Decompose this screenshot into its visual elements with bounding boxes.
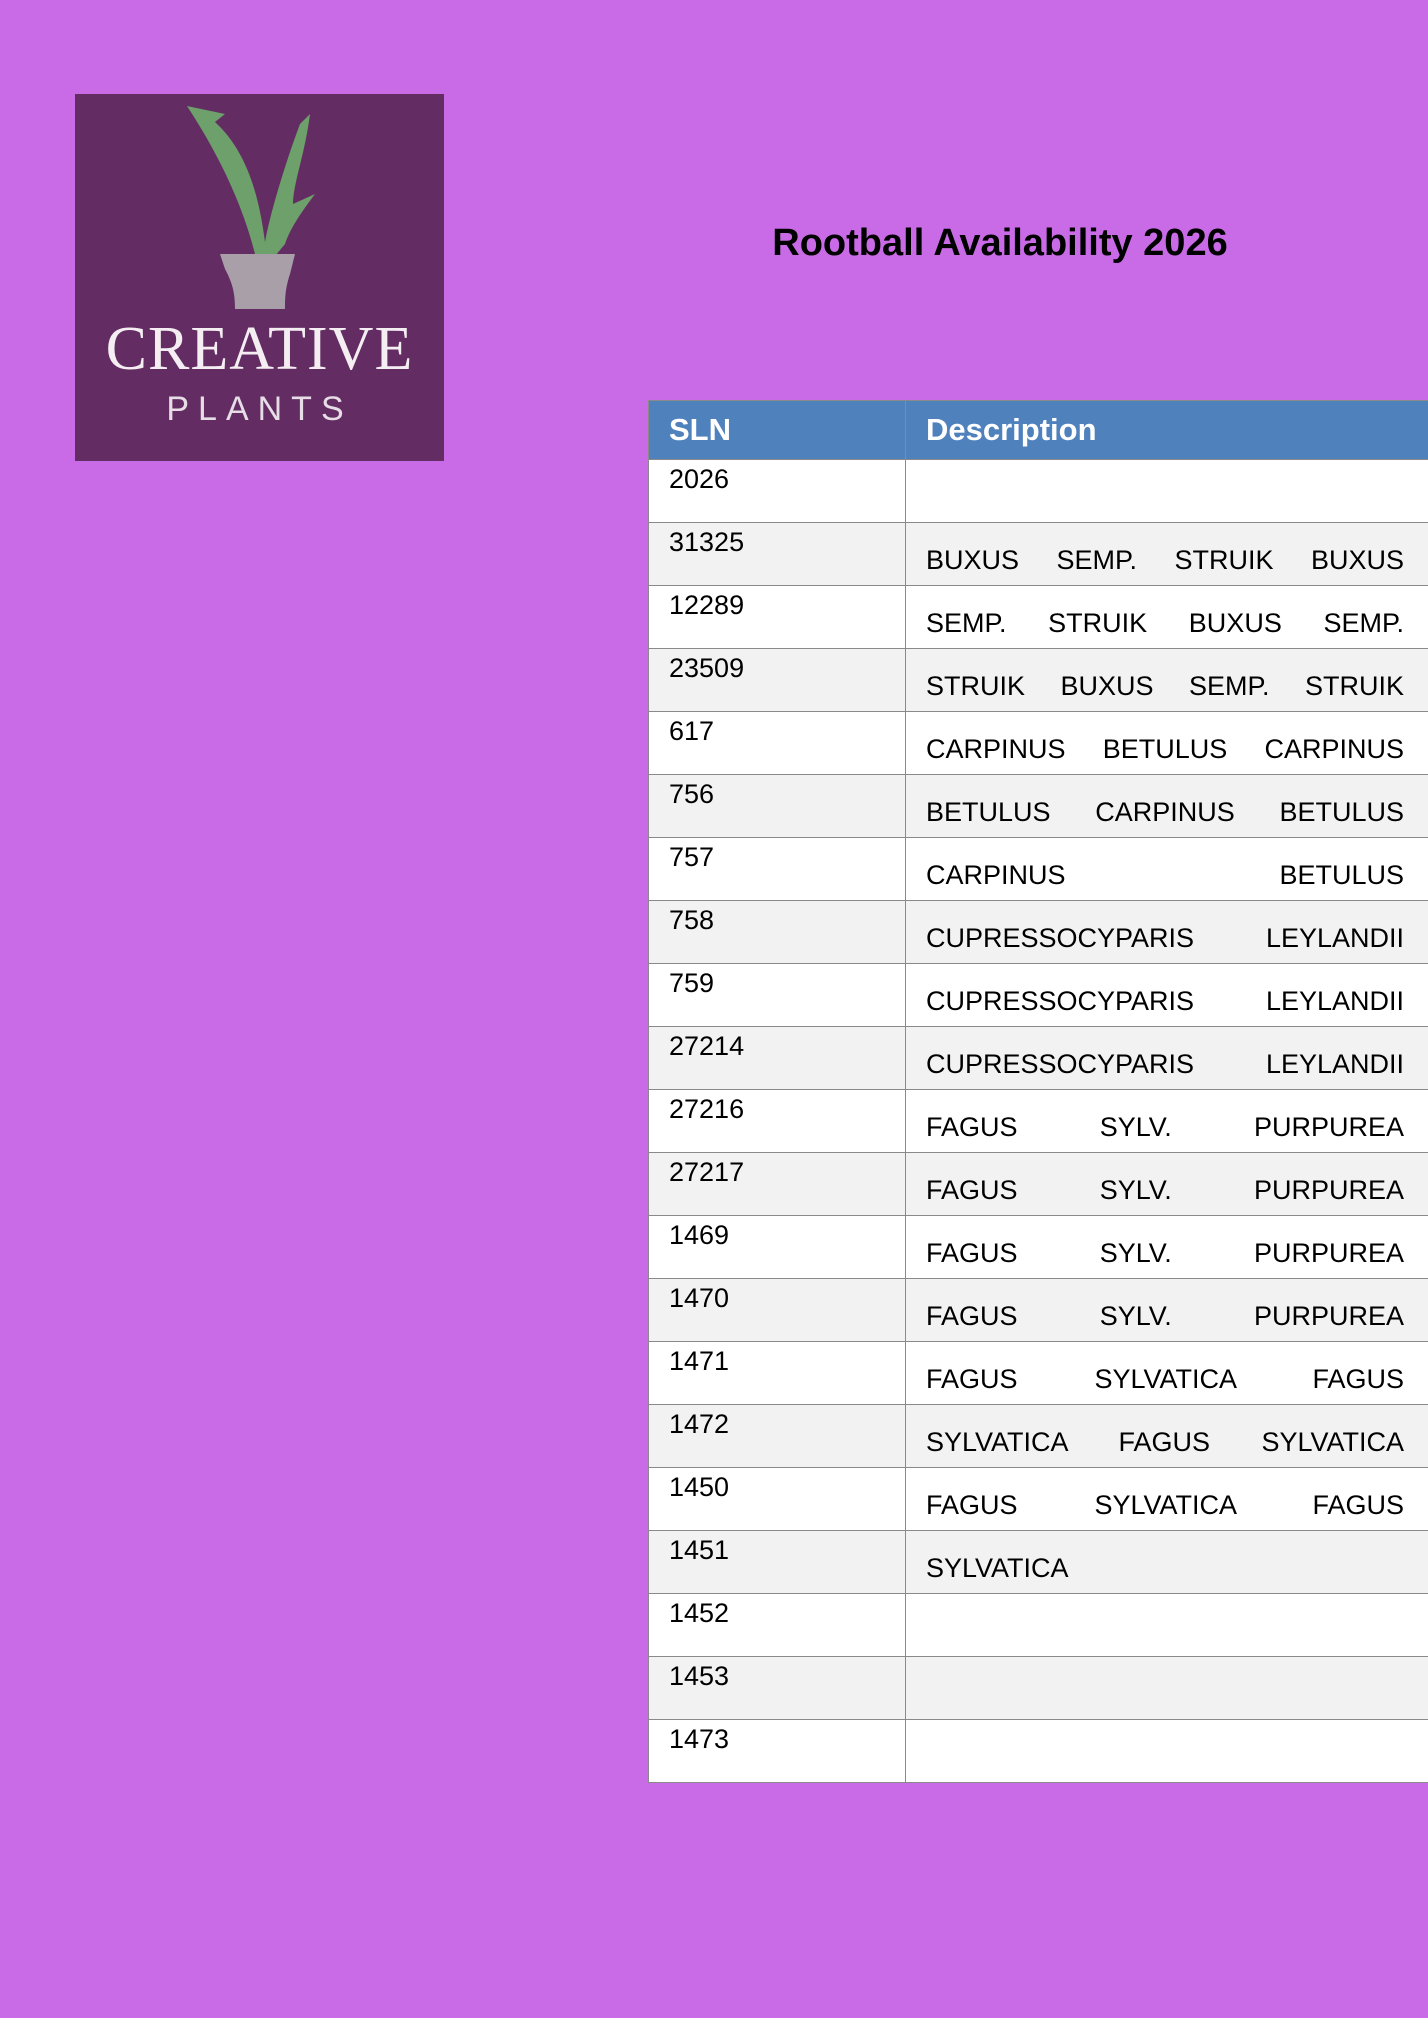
description-text: STRUIK BUXUS SEMP. STRUIK: [926, 671, 1404, 701]
description-cell: SYLVATICA FAGUS SYLVATICA: [905, 1404, 1428, 1468]
table-row: 23509 STRUIK BUXUS SEMP. STRUIK: [648, 648, 1428, 712]
description-text: FAGUS SYLV. PURPUREA: [926, 1175, 1404, 1205]
description-cell: [905, 459, 1428, 523]
sln-cell: 757: [648, 837, 906, 901]
description-text: [926, 1657, 1404, 1679]
table-row: 1451 SYLVATICA: [648, 1530, 1428, 1594]
sln-cell: 1469: [648, 1215, 906, 1279]
sln-cell: 1471: [648, 1341, 906, 1405]
description-text: FAGUS SYLV. PURPUREA: [926, 1238, 1404, 1268]
logo-text-plants: PLANTS: [166, 390, 353, 428]
sln-cell: 1472: [648, 1404, 906, 1468]
description-cell: FAGUS SYLVATICA FAGUS: [905, 1467, 1428, 1531]
table-row: 1471 FAGUS SYLVATICA FAGUS: [648, 1341, 1428, 1405]
description-text: SYLVATICA: [926, 1553, 1069, 1583]
description-text: CUPRESSOCYPARIS LEYLANDII: [926, 986, 1404, 1016]
column-header-description: Description: [905, 400, 1428, 460]
description-cell: [905, 1719, 1428, 1783]
page-title: Rootball Availability 2026: [772, 222, 1228, 264]
description-text: BUXUS SEMP. STRUIK BUXUS: [926, 545, 1404, 575]
plant-pot-icon: [187, 106, 315, 309]
description-text: FAGUS SYLVATICA FAGUS: [926, 1364, 1404, 1394]
sln-cell: 759: [648, 963, 906, 1027]
table-row: 27217 FAGUS SYLV. PURPUREA: [648, 1152, 1428, 1216]
description-text: FAGUS SYLV. PURPUREA: [926, 1112, 1404, 1142]
sln-cell: 756: [648, 774, 906, 838]
sln-cell: 1470: [648, 1278, 906, 1342]
description-text: CUPRESSOCYPARIS LEYLANDII: [926, 923, 1404, 953]
description-text: [926, 460, 1404, 482]
description-text: CARPINUS BETULUS CARPINUS: [926, 734, 1404, 764]
description-cell: SYLVATICA: [905, 1530, 1428, 1594]
description-cell: FAGUS SYLV. PURPUREA: [905, 1215, 1428, 1279]
table-row: 1473: [648, 1719, 1428, 1783]
description-cell: [905, 1593, 1428, 1657]
description-cell: FAGUS SYLV. PURPUREA: [905, 1089, 1428, 1153]
description-text: FAGUS SYLV. PURPUREA: [926, 1301, 1404, 1331]
sln-cell: 27217: [648, 1152, 906, 1216]
description-text: FAGUS SYLVATICA FAGUS: [926, 1490, 1404, 1520]
description-text: CUPRESSOCYPARIS LEYLANDII: [926, 1049, 1404, 1079]
sln-cell: 31325: [648, 522, 906, 586]
description-cell: FAGUS SYLV. PURPUREA: [905, 1278, 1428, 1342]
creative-plants-logo: CREATIVE PLANTS: [75, 94, 444, 461]
description-text: [926, 1594, 1404, 1616]
description-text: [926, 1720, 1404, 1742]
table-row: 31325 BUXUS SEMP. STRUIK BUXUS: [648, 522, 1428, 586]
sln-cell: 758: [648, 900, 906, 964]
sln-cell: 1473: [648, 1719, 906, 1783]
description-text: BETULUS CARPINUS BETULUS: [926, 797, 1404, 827]
table-row: 1452: [648, 1593, 1428, 1657]
table-row: 2026: [648, 459, 1428, 523]
description-cell: CUPRESSOCYPARIS LEYLANDII: [905, 1026, 1428, 1090]
table-row: 1472 SYLVATICA FAGUS SYLVATICA: [648, 1404, 1428, 1468]
table-row: 756 BETULUS CARPINUS BETULUS: [648, 774, 1428, 838]
sln-cell: 617: [648, 711, 906, 775]
table-row: 1450 FAGUS SYLVATICA FAGUS: [648, 1467, 1428, 1531]
description-text: SYLVATICA FAGUS SYLVATICA: [926, 1427, 1404, 1457]
description-cell: SEMP. STRUIK BUXUS SEMP.: [905, 585, 1428, 649]
sln-cell: 1450: [648, 1467, 906, 1531]
description-cell: FAGUS SYLV. PURPUREA: [905, 1152, 1428, 1216]
table-row: 1469 FAGUS SYLV. PURPUREA: [648, 1215, 1428, 1279]
table-header-row: SLN Description: [648, 400, 1428, 460]
description-text: SEMP. STRUIK BUXUS SEMP.: [926, 608, 1404, 638]
sln-cell: 1452: [648, 1593, 906, 1657]
table-row: 758 CUPRESSOCYPARIS LEYLANDII: [648, 900, 1428, 964]
description-cell: CARPINUS BETULUS CARPINUS: [905, 711, 1428, 775]
table-row: 759 CUPRESSOCYPARIS LEYLANDII: [648, 963, 1428, 1027]
sln-cell: 2026: [648, 459, 906, 523]
table-row: 1470 FAGUS SYLV. PURPUREA: [648, 1278, 1428, 1342]
description-text: CARPINUS BETULUS: [926, 860, 1404, 890]
sln-cell: 12289: [648, 585, 906, 649]
sln-cell: 1451: [648, 1530, 906, 1594]
sln-cell: 1453: [648, 1656, 906, 1720]
logo-text-creative: CREATIVE: [105, 315, 414, 383]
sln-cell: 27214: [648, 1026, 906, 1090]
description-cell: CARPINUS BETULUS: [905, 837, 1428, 901]
description-cell: BUXUS SEMP. STRUIK BUXUS: [905, 522, 1428, 586]
table-row: 1453: [648, 1656, 1428, 1720]
description-cell: FAGUS SYLVATICA FAGUS: [905, 1341, 1428, 1405]
description-cell: STRUIK BUXUS SEMP. STRUIK: [905, 648, 1428, 712]
table-row: 27214 CUPRESSOCYPARIS LEYLANDII: [648, 1026, 1428, 1090]
availability-table: SLN Description 2026 31325 BUXUS SEMP. STR…: [648, 400, 1428, 1783]
table-row: 12289 SEMP. STRUIK BUXUS SEMP.: [648, 585, 1428, 649]
description-cell: BETULUS CARPINUS BETULUS: [905, 774, 1428, 838]
description-cell: [905, 1656, 1428, 1720]
column-header-sln: SLN: [648, 400, 906, 460]
description-cell: CUPRESSOCYPARIS LEYLANDII: [905, 900, 1428, 964]
sln-cell: 27216: [648, 1089, 906, 1153]
table-row: 27216 FAGUS SYLV. PURPUREA: [648, 1089, 1428, 1153]
table-row: 617 CARPINUS BETULUS CARPINUS: [648, 711, 1428, 775]
table-row: 757 CARPINUS BETULUS: [648, 837, 1428, 901]
sln-cell: 23509: [648, 648, 906, 712]
description-cell: CUPRESSOCYPARIS LEYLANDII: [905, 963, 1428, 1027]
